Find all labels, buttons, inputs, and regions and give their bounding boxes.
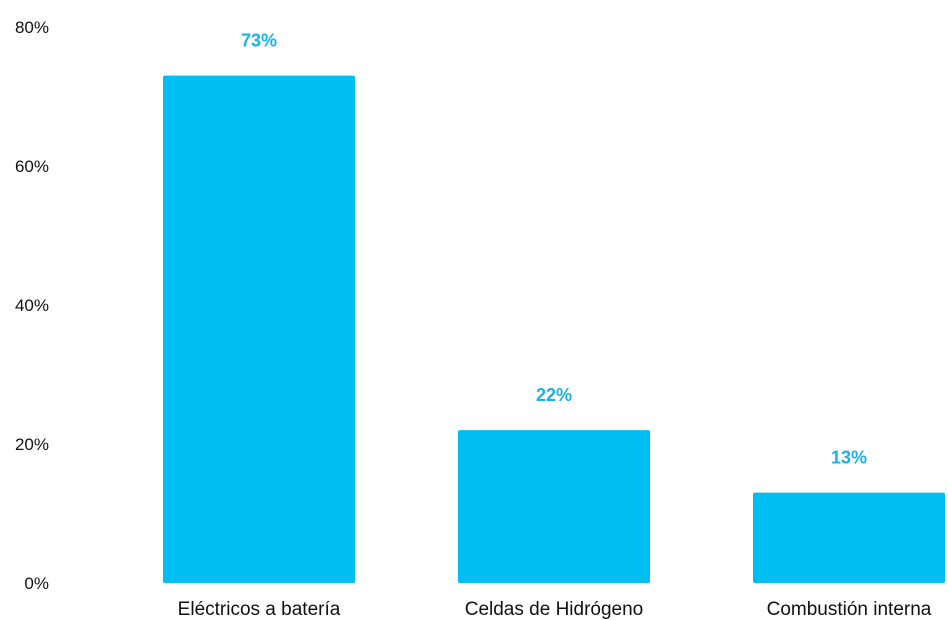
x-axis: Eléctricos a batería Celdas de Hidrógeno C… xyxy=(178,599,932,620)
y-tick-label: 60% xyxy=(15,157,49,176)
bar-value-label: 22% xyxy=(536,385,572,405)
value-labels-group: 73% 22% 13% xyxy=(241,31,867,468)
y-tick-label: 20% xyxy=(15,435,49,454)
bar xyxy=(458,430,650,583)
x-category-label: Celdas de Hidrógeno xyxy=(465,599,644,620)
bars-group xyxy=(163,75,945,584)
y-axis: 0% 20% 40% 60% 80% xyxy=(15,18,49,593)
bar-value-label: 73% xyxy=(241,31,277,51)
bar xyxy=(163,75,355,584)
bar-value-label: 13% xyxy=(831,448,867,468)
x-category-label: Combustión interna xyxy=(767,599,932,620)
y-tick-label: 0% xyxy=(24,574,49,593)
x-category-label: Eléctricos a batería xyxy=(178,599,341,620)
bar xyxy=(753,492,945,583)
y-tick-label: 40% xyxy=(15,296,49,315)
y-tick-label: 80% xyxy=(15,18,49,37)
